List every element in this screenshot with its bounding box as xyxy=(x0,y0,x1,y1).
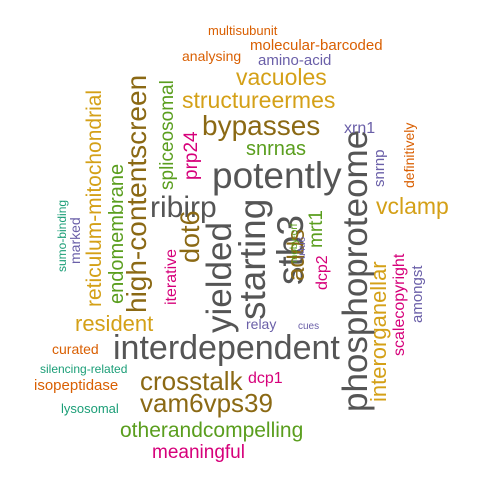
word-molecular-barcoded: molecular-barcoded xyxy=(250,37,383,54)
word-resident: resident xyxy=(75,311,154,336)
word-multisubunit: multisubunit xyxy=(208,23,278,38)
word-snrnas: snrnas xyxy=(246,138,307,160)
word-otherandcompelling: otherandcompelling xyxy=(120,419,304,442)
word-dcp2: dcp2 xyxy=(314,255,331,290)
word-prp24: prp24 xyxy=(181,131,202,180)
word-crosstalk: crosstalk xyxy=(140,366,243,396)
word-ribirp: ribirp xyxy=(150,191,217,224)
word-interdependent: interdependent xyxy=(113,329,340,367)
word-sumo-binding: sumo-binding xyxy=(55,199,69,272)
word-vacuoles: vacuoles xyxy=(236,64,327,90)
word-endomembrane: endomembrane xyxy=(106,163,128,304)
word-meaningful: meaningful xyxy=(152,442,245,463)
word-definitively: definitively xyxy=(401,122,417,188)
word-u4u6: u4u6 xyxy=(297,236,308,259)
word-reticulum-mitochondrial: reticulum-mitochondrial xyxy=(83,89,106,307)
word-vclamp: vclamp xyxy=(376,193,449,219)
word-starting: starting xyxy=(232,198,273,320)
word-cues: cues xyxy=(298,321,320,332)
word-spliceosomal: spliceosomal xyxy=(157,80,178,190)
word-silencing-related: silencing-related xyxy=(40,362,128,376)
word-potently: potently xyxy=(212,155,342,196)
word-snrnp: snrnp xyxy=(371,149,388,187)
word-analysing: analysing xyxy=(182,48,242,64)
word-vam6vps39: vam6vps39 xyxy=(140,388,273,418)
word-structureermes: structureermes xyxy=(182,87,336,113)
word-marked: marked xyxy=(67,217,83,264)
word-interorganellar: interorganellar xyxy=(366,261,391,402)
word-amongst: amongst xyxy=(409,265,426,323)
word-lysosomal: lysosomal xyxy=(61,401,119,416)
word-mrt1: mrt1 xyxy=(306,210,327,248)
word-xrn1: xrn1 xyxy=(344,120,376,137)
word-dcp1: dcp1 xyxy=(248,370,283,387)
word-scalecopyright: scalecopyright xyxy=(391,253,408,356)
word-amino-acid: amino-acid xyxy=(258,52,332,69)
word-bypasses: bypasses xyxy=(202,110,321,141)
word-relay: relay xyxy=(246,316,277,332)
word-iterative: iterative xyxy=(163,248,180,305)
word-isopeptidase: isopeptidase xyxy=(34,377,119,394)
word-dot6: dot6 xyxy=(175,210,205,263)
word-curated: curated xyxy=(52,341,99,357)
word-yielded: yielded xyxy=(200,222,239,333)
